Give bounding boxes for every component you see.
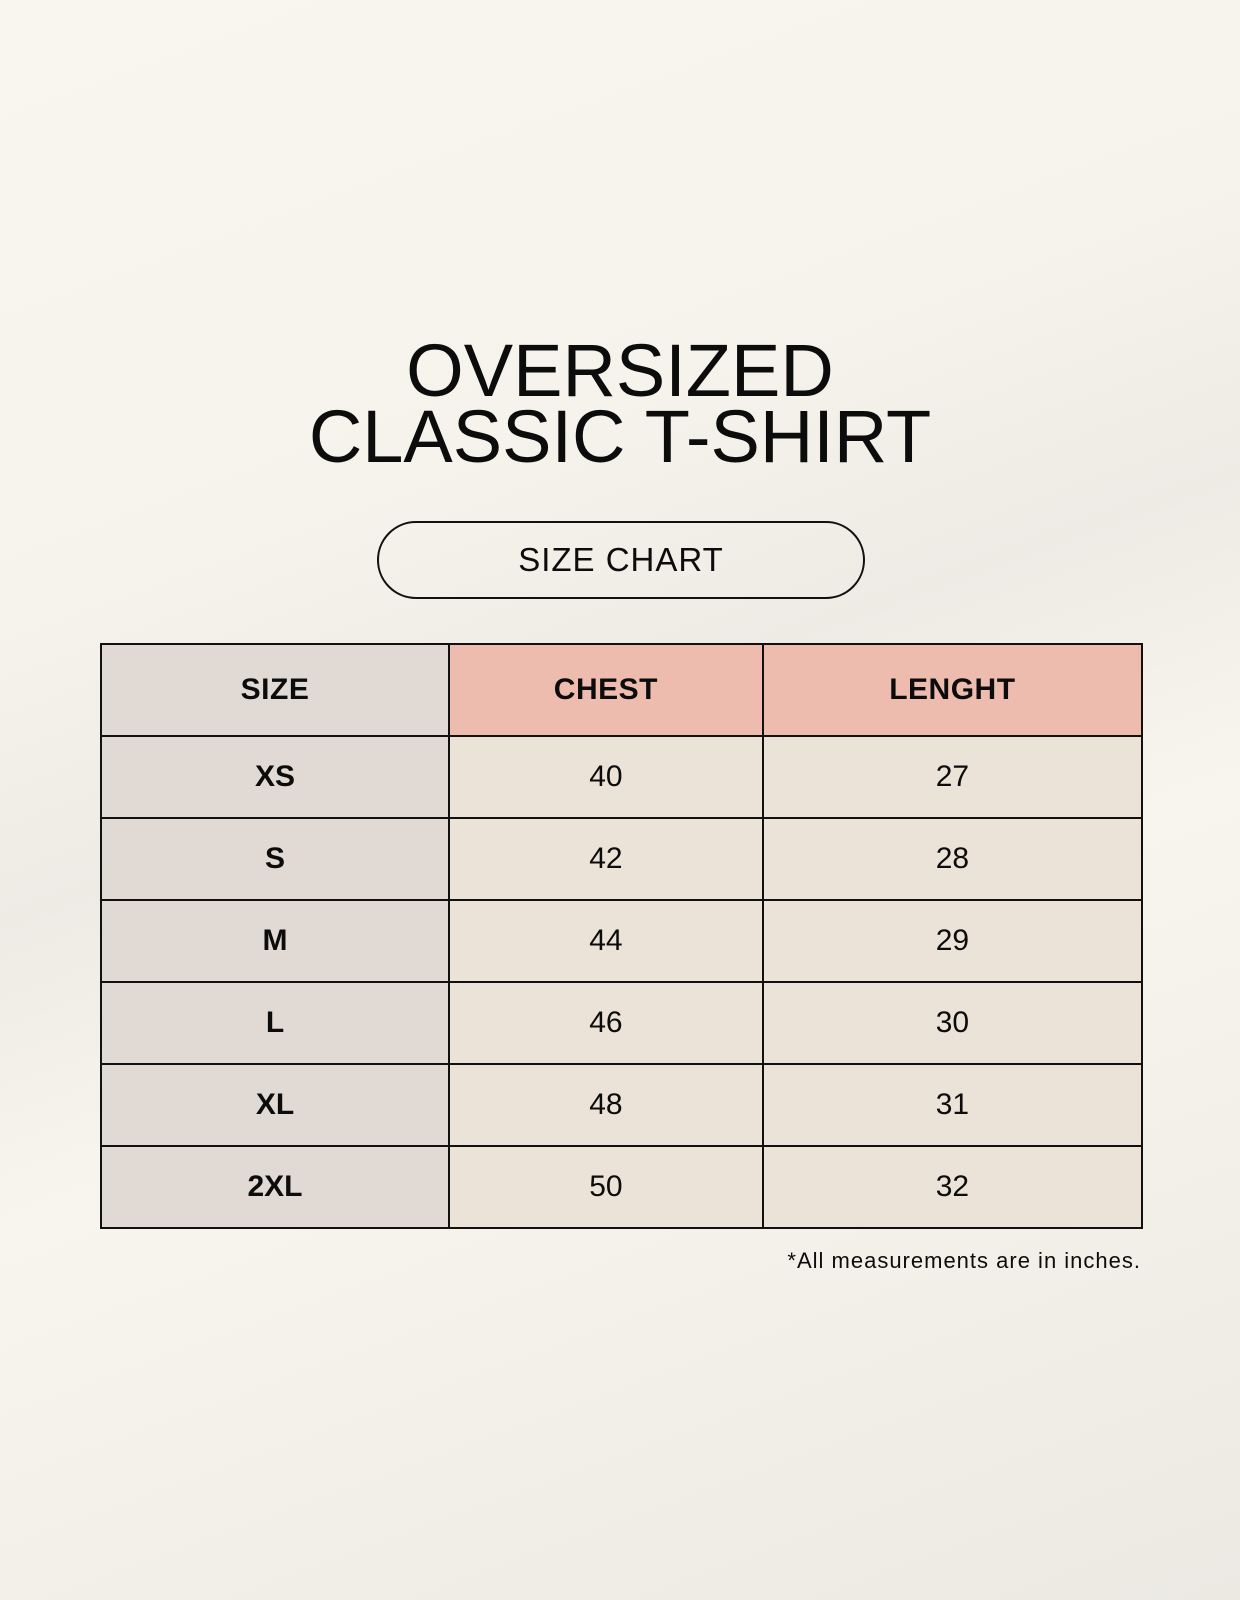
cell-length: 31 bbox=[761, 1063, 1144, 1147]
cell-chest: 46 bbox=[448, 981, 764, 1065]
size-chart-badge: SIZE CHART bbox=[377, 521, 865, 599]
table-row: XL 48 31 bbox=[100, 1063, 1144, 1147]
cell-length: 29 bbox=[761, 899, 1144, 983]
cell-length: 27 bbox=[761, 735, 1144, 819]
cell-chest: 48 bbox=[448, 1063, 764, 1147]
cell-size: 2XL bbox=[100, 1145, 450, 1229]
cell-length: 28 bbox=[761, 817, 1144, 901]
table-row: 2XL 50 32 bbox=[100, 1145, 1144, 1229]
cell-chest: 50 bbox=[448, 1145, 764, 1229]
table-row: M 44 29 bbox=[100, 899, 1144, 983]
measurement-note: *All measurements are in inches. bbox=[787, 1248, 1141, 1273]
cell-chest: 42 bbox=[448, 817, 764, 901]
header-chest: CHEST bbox=[448, 643, 764, 737]
cell-size: XL bbox=[100, 1063, 450, 1147]
title-line-1: OVERSIZED bbox=[406, 329, 834, 412]
header-length: LENGHT bbox=[761, 643, 1144, 737]
table-row: S 42 28 bbox=[100, 817, 1144, 901]
cell-size: M bbox=[100, 899, 450, 983]
header-size: SIZE bbox=[100, 643, 450, 737]
cell-chest: 44 bbox=[448, 899, 764, 983]
cell-length: 30 bbox=[761, 981, 1144, 1065]
cell-chest: 40 bbox=[448, 735, 764, 819]
table-row: L 46 30 bbox=[100, 981, 1144, 1065]
table-header-row: SIZE CHEST LENGHT bbox=[100, 643, 1144, 737]
table-row: XS 40 27 bbox=[100, 735, 1144, 819]
title-line-2: CLASSIC T-SHIRT bbox=[308, 395, 932, 478]
cell-length: 32 bbox=[761, 1145, 1144, 1229]
cell-size: XS bbox=[100, 735, 450, 819]
cell-size: L bbox=[100, 981, 450, 1065]
page-title: OVERSIZED CLASSIC T-SHIRT bbox=[0, 329, 1240, 478]
size-table: SIZE CHEST LENGHT XS 40 27 S 42 28 M 44 29 L 46 30 X… bbox=[100, 643, 1144, 1229]
cell-size: S bbox=[100, 817, 450, 901]
